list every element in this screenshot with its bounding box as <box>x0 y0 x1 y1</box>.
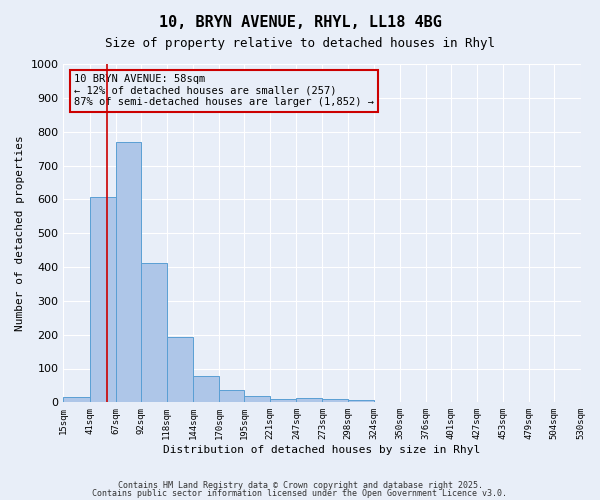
Bar <box>167 337 193 402</box>
Text: 10, BRYN AVENUE, RHYL, LL18 4BG: 10, BRYN AVENUE, RHYL, LL18 4BG <box>158 15 442 30</box>
Bar <box>244 396 270 402</box>
Bar <box>219 390 244 402</box>
Bar <box>116 142 141 403</box>
Text: Contains HM Land Registry data © Crown copyright and database right 2025.: Contains HM Land Registry data © Crown c… <box>118 481 482 490</box>
Text: Size of property relative to detached houses in Rhyl: Size of property relative to detached ho… <box>105 38 495 51</box>
Bar <box>270 399 296 402</box>
Bar <box>322 399 347 402</box>
Bar <box>296 398 322 402</box>
Text: Contains public sector information licensed under the Open Government Licence v3: Contains public sector information licen… <box>92 488 508 498</box>
Bar <box>64 398 89 402</box>
X-axis label: Distribution of detached houses by size in Rhyl: Distribution of detached houses by size … <box>163 445 481 455</box>
Bar <box>193 376 219 402</box>
Bar <box>347 400 374 402</box>
Bar <box>141 262 167 402</box>
Y-axis label: Number of detached properties: Number of detached properties <box>15 136 25 331</box>
Bar <box>89 197 116 402</box>
Text: 10 BRYN AVENUE: 58sqm
← 12% of detached houses are smaller (257)
87% of semi-det: 10 BRYN AVENUE: 58sqm ← 12% of detached … <box>74 74 374 108</box>
